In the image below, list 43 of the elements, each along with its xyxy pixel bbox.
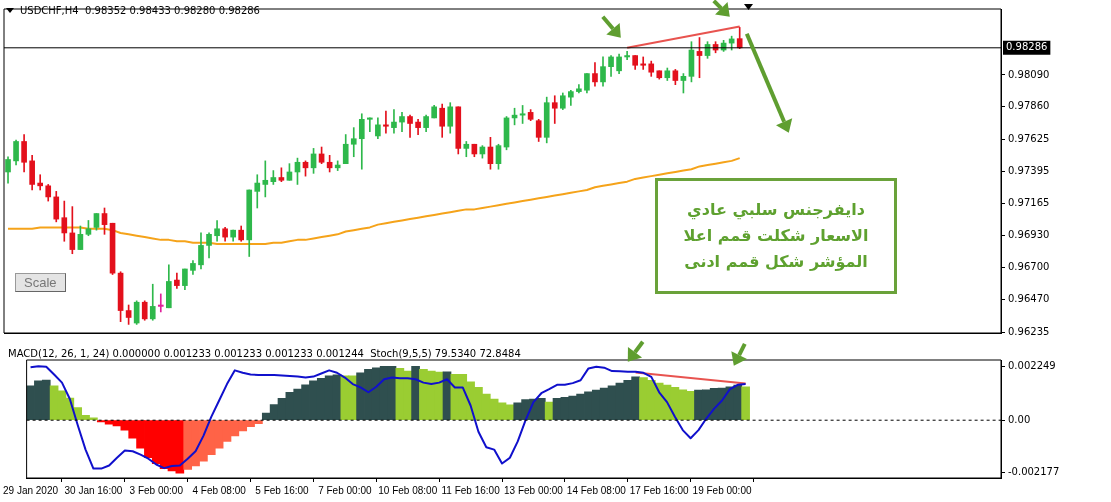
y-tick-label: 0.96700 <box>1008 261 1050 273</box>
annotation: المؤشر شكل قمم ادنى <box>684 251 868 273</box>
x-tick-label: 7 Feb 00:00 <box>318 484 372 496</box>
x-tick-label: 4 Feb 08:00 <box>192 484 247 496</box>
bar <box>544 401 554 421</box>
candlestick <box>551 95 558 124</box>
y-tick-label: 0.97165 <box>1008 196 1050 208</box>
chart-title: MACD(12, 26, 1, 24) 0.000000 0.001233 0.001233 0.001233 0.001244 Stoch(9,5,5) 79.5340 72.8484 <box>8 348 521 359</box>
y-tick-label: 0.97625 <box>1008 133 1050 144</box>
ref-line-label: 0.98286 <box>1006 41 1048 53</box>
candlestick <box>624 51 630 61</box>
y-tick-label: 0.97860 <box>1008 100 1050 112</box>
candlestick <box>391 109 397 134</box>
candlestick <box>367 117 373 133</box>
candlestick <box>37 174 44 191</box>
y-tick-label: 0.002249 <box>1008 359 1056 371</box>
candlestick <box>383 110 389 134</box>
y-tick-label: -0.002177 <box>1008 466 1060 478</box>
candlestick <box>350 127 357 158</box>
bar <box>741 386 750 421</box>
x-tick-label: 19 Feb 00:00 <box>692 484 752 496</box>
y-tick-label: 0.96930 <box>1008 229 1050 241</box>
annotation: الاسعار شكلت قمم اعلا <box>683 225 869 247</box>
x-tick-label: 14 Feb 08:00 <box>566 484 627 496</box>
x-tick-label: 10 Feb 08:00 <box>378 484 438 496</box>
x-tick-label: 30 Jan 16:00 <box>64 484 123 496</box>
x-tick-label: 5 Feb 16:00 <box>255 484 310 496</box>
candlestick <box>640 56 647 70</box>
candlestick <box>262 160 269 198</box>
x-tick-label: 13 Feb 00:00 <box>503 484 564 496</box>
chart-title: USDCHF,H4 0.98352 0.98433 0.98280 0.98286 <box>20 5 260 16</box>
annotation: Scale <box>15 273 66 292</box>
candlestick <box>157 293 164 313</box>
annotation: دايفرجنس سلبي عادي <box>687 199 865 222</box>
y-tick-label: 0.00 <box>1008 413 1031 425</box>
x-tick-label: 11 Feb 16:00 <box>441 484 501 496</box>
y-tick-label: 0.98090 <box>1008 68 1050 80</box>
y-tick-label: 0.97395 <box>1008 164 1050 176</box>
x-tick-label: 17 Feb 16:00 <box>629 484 690 496</box>
x-tick-label: 29 Jan 2020 <box>3 484 59 496</box>
y-tick-label: 0.96235 <box>1008 325 1050 337</box>
y-tick-label: 0.96470 <box>1008 293 1050 305</box>
x-tick-label: 3 Feb 00:00 <box>129 484 184 496</box>
